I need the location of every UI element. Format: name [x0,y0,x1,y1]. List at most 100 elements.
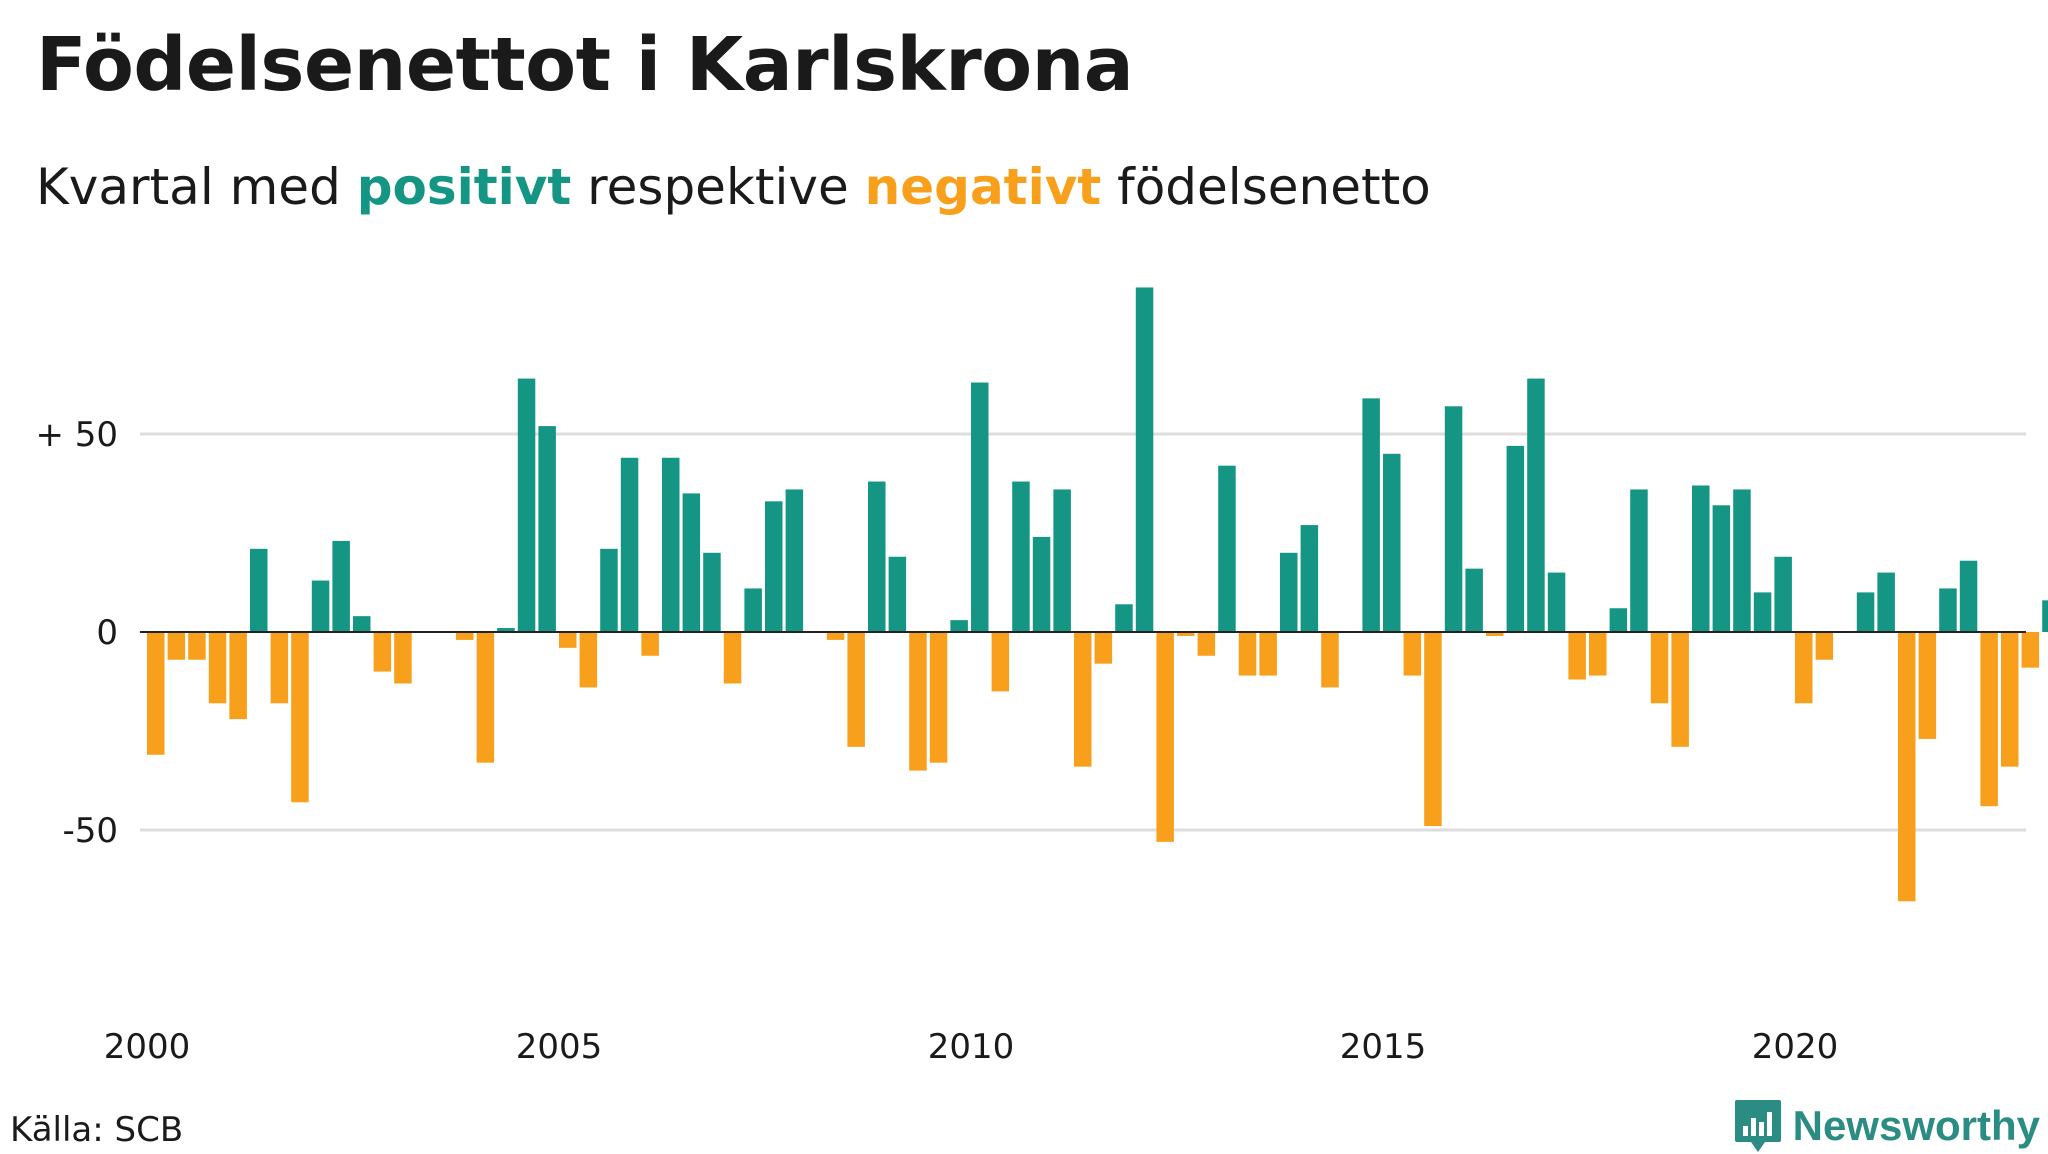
brand-logo[interactable]: Newsworthy [1733,1098,2040,1154]
bar-negative [2021,632,2040,668]
bar-positive [1115,604,1133,632]
bar-negative [1815,632,1834,660]
bar-negative [1238,632,1257,676]
bar-negative [1486,632,1504,636]
subtitle-negative-word: negativt [864,158,1102,216]
bar-positive [1506,445,1525,632]
bar-negative [1321,632,1339,688]
bar-negative [826,632,845,640]
bar-positive [497,628,515,632]
grid-layer [140,432,2026,832]
bar-negative [456,632,474,640]
bar-positive [744,588,762,632]
bar-negative [1795,632,1813,704]
subtitle-text-3: födelsenetto [1101,158,1431,216]
bar-positive [1877,572,1895,632]
bar-positive [950,620,968,632]
bar-positive [538,426,556,632]
y-tick-label: -50 [62,811,118,851]
axis-label-layer: + 50 0 -50 2000 2005 2010 2015 2020 [35,415,2026,1067]
bar-positive [1753,592,1772,632]
bar-positive [662,457,680,632]
bar-positive [1218,465,1236,632]
bar-positive [1032,536,1051,632]
bar-positive [1609,608,1628,632]
bar-positive [1465,568,1483,632]
bar-negative [147,632,165,755]
bar-positive [353,616,371,632]
bar-positive [250,548,268,632]
bar-positive [1053,489,1071,632]
bar-negative [929,632,948,763]
x-tick-label: 2010 [928,1027,1015,1067]
bar-negative [1156,632,1174,842]
subtitle-positive-word: positivt [356,158,572,216]
bar-positive [517,378,536,632]
bar-negative [641,632,659,656]
bar-negative [2001,632,2019,767]
bar-positive [971,382,989,632]
bar-negative [229,632,247,720]
bar-positive [1959,560,1978,632]
source-note: Källa: SCB [10,1110,184,1150]
bar-positive [765,501,783,632]
subtitle-text-1: Kvartal med [36,158,357,216]
bar-negative [188,632,206,660]
bar-positive [1135,287,1154,632]
bar-positive [332,540,350,632]
x-tick-label: 2005 [516,1027,603,1067]
bar-negative [847,632,865,747]
bar-negative [559,632,577,648]
bar-positive [311,580,330,632]
bar-positive [1383,453,1401,632]
bar-positive [888,556,907,632]
bar-positive [1547,572,1566,632]
bar-negative [291,632,309,803]
bar-positive [1856,592,1875,632]
bar-layer [147,287,2048,902]
bar-negative [1918,632,1937,739]
bar-negative [373,632,392,672]
bar-negative [1074,632,1092,767]
bar-negative [167,632,186,660]
bar-positive [1527,378,1545,632]
bar-negative [1259,632,1277,676]
bar-negative [1568,632,1586,680]
bar-positive [1012,481,1030,632]
bar-positive [1774,556,1792,632]
bar-negative [1197,632,1216,656]
bar-positive [2042,600,2048,632]
bar-negative [1589,632,1607,676]
bar-negative [208,632,227,704]
x-tick-label: 2000 [104,1027,191,1067]
y-tick-label: + 50 [35,415,118,455]
bar-negative [991,632,1010,692]
y-tick-label: 0 [96,613,118,653]
bar-positive [1939,588,1957,632]
brand-name: Newsworthy [1792,1102,2040,1149]
bar-positive [1444,406,1463,632]
bar-chart-logo-icon [1734,1100,1781,1152]
bar-positive [785,489,804,632]
bar-negative [1094,632,1113,664]
bar-negative [1980,632,1998,807]
bar-negative [1424,632,1442,827]
bar-negative [723,632,742,684]
bar-positive [682,493,701,632]
bar-positive [620,457,639,632]
bar-negative [1177,632,1195,636]
bar-negative [476,632,495,763]
bar-positive [1692,485,1710,632]
bar-positive [1733,489,1751,632]
subtitle-text-2: respektive [571,158,865,216]
bar-negative [394,632,412,684]
bar-negative [1671,632,1689,747]
bar-negative [1403,632,1422,676]
bar-negative [270,632,289,704]
bar-positive [1280,552,1298,632]
bar-negative [1898,632,1916,902]
bar-positive [1300,525,1319,632]
bar-positive [868,481,886,632]
x-tick-label: 2015 [1340,1027,1427,1067]
bar-positive [600,548,618,632]
